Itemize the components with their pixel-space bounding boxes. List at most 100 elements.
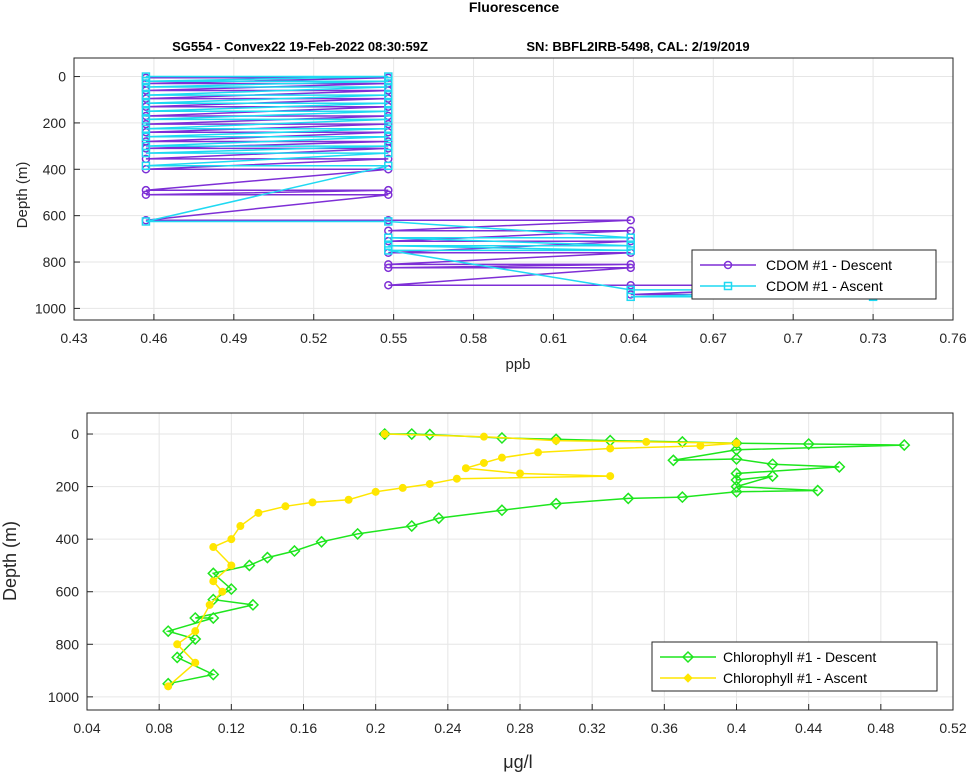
cdom-series-descent-point [384,263,393,273]
chlorophyll-series-ascent-point [425,479,434,488]
chlorophyll-x-tick-label: 0.04 [73,720,100,736]
cdom-plot: 0.43 0.46 0.49 0.52 0.55 0.58 0.61 0.64 0.67 0.7 0… [35,57,967,346]
cdom-series-ascent-point [626,246,635,255]
chlorophyll-y-tick-label: 0 [71,426,79,442]
cdom-x-tick-label: 0.76 [939,330,966,346]
cdom-series-ascent-point [141,217,151,226]
chlorophyll-series-ascent-point [398,483,407,492]
cdom-y-tick-label: 200 [43,115,67,131]
cdom-x-tick-label: 0.52 [300,330,327,346]
chlorophyll-series-descent-point [550,497,563,510]
cdom-series-ascent-point [141,148,151,158]
cdom-series-descent-point [626,260,635,269]
chlorophyll-series-ascent-point [732,439,741,448]
cdom-series-descent-point [141,190,151,200]
chlorophyll-y-tick-label: 200 [56,479,80,495]
cdom-y-tick-label: 400 [43,161,67,177]
cdom-x-tick-label: 0.55 [380,330,407,346]
chlorophyll-series-ascent-point [642,437,651,446]
cdom-series-ascent-point [384,233,393,242]
chlorophyll-x-tick-label: 0.16 [290,720,317,736]
chlorophyll-series-ascent-point [452,474,461,483]
chlorophyll-series-ascent-point [461,464,470,473]
chlorophyll-x-tick-label: 0.08 [146,720,173,736]
chlorophyll-series-ascent-point [236,522,245,531]
chlorophyll-series-ascent-point [696,441,705,450]
chlorophyll-series-descent-point [730,480,743,493]
chlorophyll-legend: Chlorophyll #1 - Descent Chlorophyll #1 … [651,641,938,692]
chlorophyll-series-descent-point [189,632,202,646]
chlorophyll-series-descent-point [730,473,743,487]
cdom-x-tick-label: 0.7 [783,330,803,346]
cdom-x-tick-label: 0.67 [700,330,727,346]
chlorophyll-series-descent-point [246,598,260,611]
chlorophyll-series-ascent-point [606,444,615,453]
chlorophyll-series-descent-point [189,611,202,625]
cdom-series-ascent-point [384,161,393,171]
cdom-series-ascent-point [384,115,393,124]
cdom-series-ascent-point [626,233,635,242]
chlorophyll-series-ascent-point [209,543,218,552]
cdom-series-descent-point [626,280,635,290]
chlorophyll-series-ascent-point [497,453,506,462]
chlorophyll-y-tick-label: 400 [56,531,80,547]
chlorophyll-series-ascent-point [479,432,488,441]
chlorophyll-series-descent-point [207,668,220,681]
cdom-series-ascent-point [384,76,393,86]
cdom-legend-ascent-label: CDOM #1 - Ascent [766,278,883,294]
chlorophyll-series-ascent-point [344,495,353,504]
chlorophyll-series-descent-point [351,527,364,540]
chlorophyll-series-descent-point [495,504,509,517]
cdom-legend-ascent-marker [723,281,733,291]
chlorophyll-y-tick-label: 600 [56,584,80,600]
cdom-x-tick-label: 0.46 [140,330,167,346]
chlorophyll-series-ascent-point [281,502,290,511]
cdom-series-ascent-point [384,217,393,226]
chlorophyll-x-tick-label: 0.52 [939,720,966,736]
chlorophyll-series-ascent-point [191,627,200,636]
cdom-x-tick-label: 0.43 [60,330,87,346]
chlorophyll-series-descent-point [676,491,689,504]
cdom-series-descent-point [384,119,393,129]
chlorophyll-series-descent-point [802,437,815,451]
chlorophyll-series-ascent-point [173,640,182,649]
cdom-series-ascent-point [141,107,151,116]
cdom-series-ascent-point [384,148,393,158]
chlorophyll-series-descent-point [667,454,680,467]
cdom-series-descent-point [384,280,393,290]
cdom-series-descent-point [384,185,393,195]
cdom-series-descent-point [141,119,151,129]
cdom-series-descent-point [384,260,393,269]
chlorophyll-series-ascent-point [516,469,524,478]
cdom-y-tick-label: 0 [58,69,66,85]
chlorophyll-series-ascent-point [227,561,236,570]
cdom-y-axis-label: Depth (m) [14,162,31,229]
chlorophyll-series-descent-point [315,535,328,548]
chlorophyll-series-ascent-point [205,600,214,609]
cdom-series-ascent-point [626,241,635,251]
cdom-series-ascent-point [384,82,393,92]
cdom-x-tick-label: 0.64 [620,330,647,346]
cdom-series-ascent-point [141,72,151,81]
chlorophyll-series-ascent-point [254,508,263,517]
chlorophyll-series-descent-point [898,439,911,452]
cdom-y-tick-label: 1000 [35,300,66,316]
chlorophyll-series-descent-point [261,551,274,564]
chlorophyll-series-descent-point [405,519,418,533]
chlorophyll-series-ascent-point [552,436,561,445]
cdom-series-ascent-point [141,161,151,171]
cdom-x-tick-label: 0.61 [540,330,567,346]
chlorophyll-series-ascent-point [191,658,200,667]
chlorophyll-series-ascent-point [534,448,543,457]
figure-title: Fluorescence [469,0,559,15]
chlorophyll-legend-descent-label: Chlorophyll #1 - Descent [723,649,876,665]
chlorophyll-legend-descent-marker [681,650,695,664]
cdom-series-ascent-point [141,132,151,142]
cdom-series-ascent-line [145,75,874,298]
cdom-series-descent-point [141,185,151,195]
cdom-series-ascent-point [141,115,151,124]
chlorophyll-x-tick-label: 0.36 [651,720,678,736]
cdom-series-ascent-point [141,124,151,133]
chlorophyll-series-descent-point [225,583,238,596]
